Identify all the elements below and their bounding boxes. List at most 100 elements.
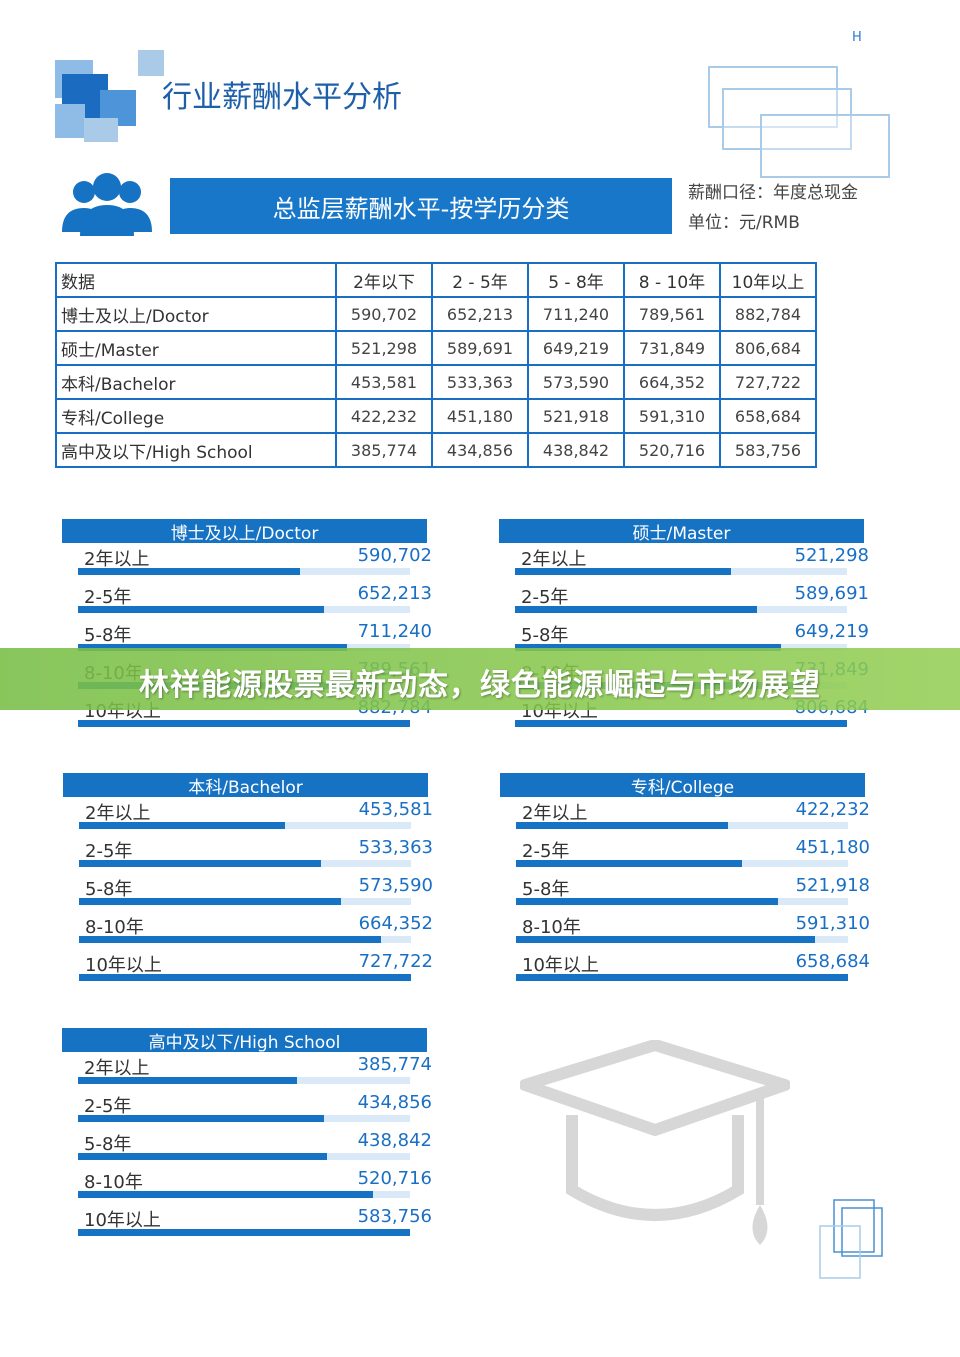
card-row-label: 5-8年	[84, 1134, 132, 1155]
table-cell: 520,716	[623, 432, 721, 468]
card-title: 高中及以下/High School	[62, 1028, 427, 1053]
card-row-value: 453,581	[358, 799, 433, 820]
table-cell: 434,856	[431, 432, 529, 468]
decor-small-squares	[819, 1199, 883, 1279]
table-cell: 590,702	[335, 296, 433, 332]
card-row-value: 573,590	[358, 875, 433, 896]
card-row-value: 589,691	[794, 583, 869, 604]
card-row: 2年以上 422,232	[500, 797, 870, 835]
section-banner: 总监层薪酬水平-按学历分类	[170, 178, 672, 234]
card-row-label: 5-8年	[521, 625, 569, 646]
progress-bar-track	[78, 1191, 410, 1198]
card-title: 硕士/Master	[499, 519, 864, 544]
progress-bar-track	[78, 1077, 410, 1084]
progress-bar-fill	[516, 974, 848, 981]
progress-bar-fill	[516, 822, 728, 829]
card-row: 5-8年 521,918	[500, 873, 870, 911]
table-cell: 806,684	[719, 330, 817, 366]
progress-bar-fill	[78, 720, 410, 727]
card-row-label: 5-8年	[522, 879, 570, 900]
table-cell: 664,352	[623, 364, 721, 400]
card-row: 2-5年 533,363	[63, 835, 433, 873]
card-rows: 2年以上 453,581 2-5年 533,363 5-8年 573,590 8-10年 66…	[63, 797, 433, 987]
progress-bar-fill	[79, 974, 411, 981]
card-row: 5-8年 573,590	[63, 873, 433, 911]
card-row-label: 2-5年	[84, 587, 132, 608]
progress-bar-track	[78, 606, 410, 613]
progress-bar-track	[516, 860, 848, 867]
card-row: 2-5年 652,213	[62, 581, 432, 619]
page-title: 行业薪酬水平分析	[162, 80, 402, 115]
card-row-label: 8-10年	[84, 1172, 143, 1193]
table-cell: 652,213	[431, 296, 529, 332]
progress-bar-fill	[515, 568, 731, 575]
card-row-label: 2-5年	[522, 841, 570, 862]
salary-note: 薪酬口径：年度总现金 单位：元/RMB	[688, 178, 858, 238]
table-row: 高中及以下/High School 385,774 434,856 438,84…	[55, 432, 817, 468]
overlay-headline: 林祥能源股票最新动态，绿色能源崛起与市场展望	[139, 668, 821, 703]
card-row-value: 520,716	[357, 1168, 432, 1189]
progress-bar-track	[79, 974, 411, 981]
progress-bar-fill	[516, 860, 742, 867]
progress-bar-fill	[78, 606, 324, 613]
progress-bar-track	[78, 1229, 410, 1236]
table-cell: 882,784	[719, 296, 817, 332]
card-row-label: 2年以上	[84, 549, 150, 570]
decor-outline-square	[760, 114, 890, 178]
progress-bar-track	[78, 1115, 410, 1122]
table-cell: 658,684	[719, 398, 817, 434]
progress-bar-track	[78, 568, 410, 575]
card-rows: 2年以上 385,774 2-5年 434,856 5-8年 438,842 8-10年 52…	[62, 1052, 432, 1242]
card-row: 2-5年 451,180	[500, 835, 870, 873]
card-bachelor: 本科/Bachelor 2年以上 453,581 2-5年 533,363 5-8年 57…	[63, 773, 433, 987]
decor-square	[55, 104, 85, 138]
card-rows: 2年以上 422,232 2-5年 451,180 5-8年 521,918 8-10年 59…	[500, 797, 870, 987]
decor-outline-square	[722, 88, 852, 150]
card-high-school: 高中及以下/High School 2年以上 385,774 2-5年 434,856…	[62, 1028, 432, 1242]
card-college: 专科/College 2年以上 422,232 2-5年 451,180 5-8年 521…	[500, 773, 870, 987]
table-cell: 451,180	[431, 398, 529, 434]
table-cell: 591,310	[623, 398, 721, 434]
overlay-banner	[0, 648, 960, 710]
progress-bar-fill	[516, 898, 778, 905]
progress-bar-fill	[79, 936, 381, 943]
card-row-value: 451,180	[795, 837, 870, 858]
card-row-label: 8-10年	[522, 917, 581, 938]
card-row-value: 590,702	[357, 545, 432, 566]
progress-bar-track	[516, 898, 848, 905]
card-row-value: 664,352	[358, 913, 433, 934]
table-cell: 573,590	[527, 364, 625, 400]
progress-bar-fill	[78, 1115, 324, 1122]
card-row: 8-10年 664,352	[63, 911, 433, 949]
progress-bar-fill	[78, 644, 347, 651]
card-row-value: 658,684	[795, 951, 870, 972]
card-row: 10年以上 583,756	[62, 1204, 432, 1242]
progress-bar-track	[516, 822, 848, 829]
card-row-value: 711,240	[357, 621, 432, 642]
table-cell: 789,561	[623, 296, 721, 332]
progress-bar-track	[78, 1153, 410, 1160]
decor-square	[138, 50, 164, 76]
decor-square	[84, 118, 118, 142]
card-row: 2年以上 521,298	[499, 543, 869, 581]
progress-bar-fill	[516, 936, 815, 943]
table-row-label: 博士及以上/Doctor	[55, 296, 337, 332]
card-row-label: 2-5年	[84, 1096, 132, 1117]
table-cell: 533,363	[431, 364, 529, 400]
progress-bar-track	[516, 936, 848, 943]
progress-bar-track	[516, 974, 848, 981]
card-row-label: 2-5年	[521, 587, 569, 608]
mortarboard-icon	[520, 1040, 790, 1245]
progress-bar-fill	[79, 822, 285, 829]
progress-bar-track	[79, 936, 411, 943]
card-row-label: 2年以上	[85, 803, 151, 824]
card-row: 10年以上 727,722	[63, 949, 433, 987]
salary-unit-label: 单位：元/RMB	[688, 213, 800, 233]
table-row-label: 本科/Bachelor	[55, 364, 337, 400]
progress-bar-fill	[79, 860, 321, 867]
card-row-value: 434,856	[357, 1092, 432, 1113]
card-row: 2年以上 385,774	[62, 1052, 432, 1090]
card-row-label: 5-8年	[84, 625, 132, 646]
progress-bar-fill	[515, 606, 757, 613]
table-cell: 385,774	[335, 432, 433, 468]
